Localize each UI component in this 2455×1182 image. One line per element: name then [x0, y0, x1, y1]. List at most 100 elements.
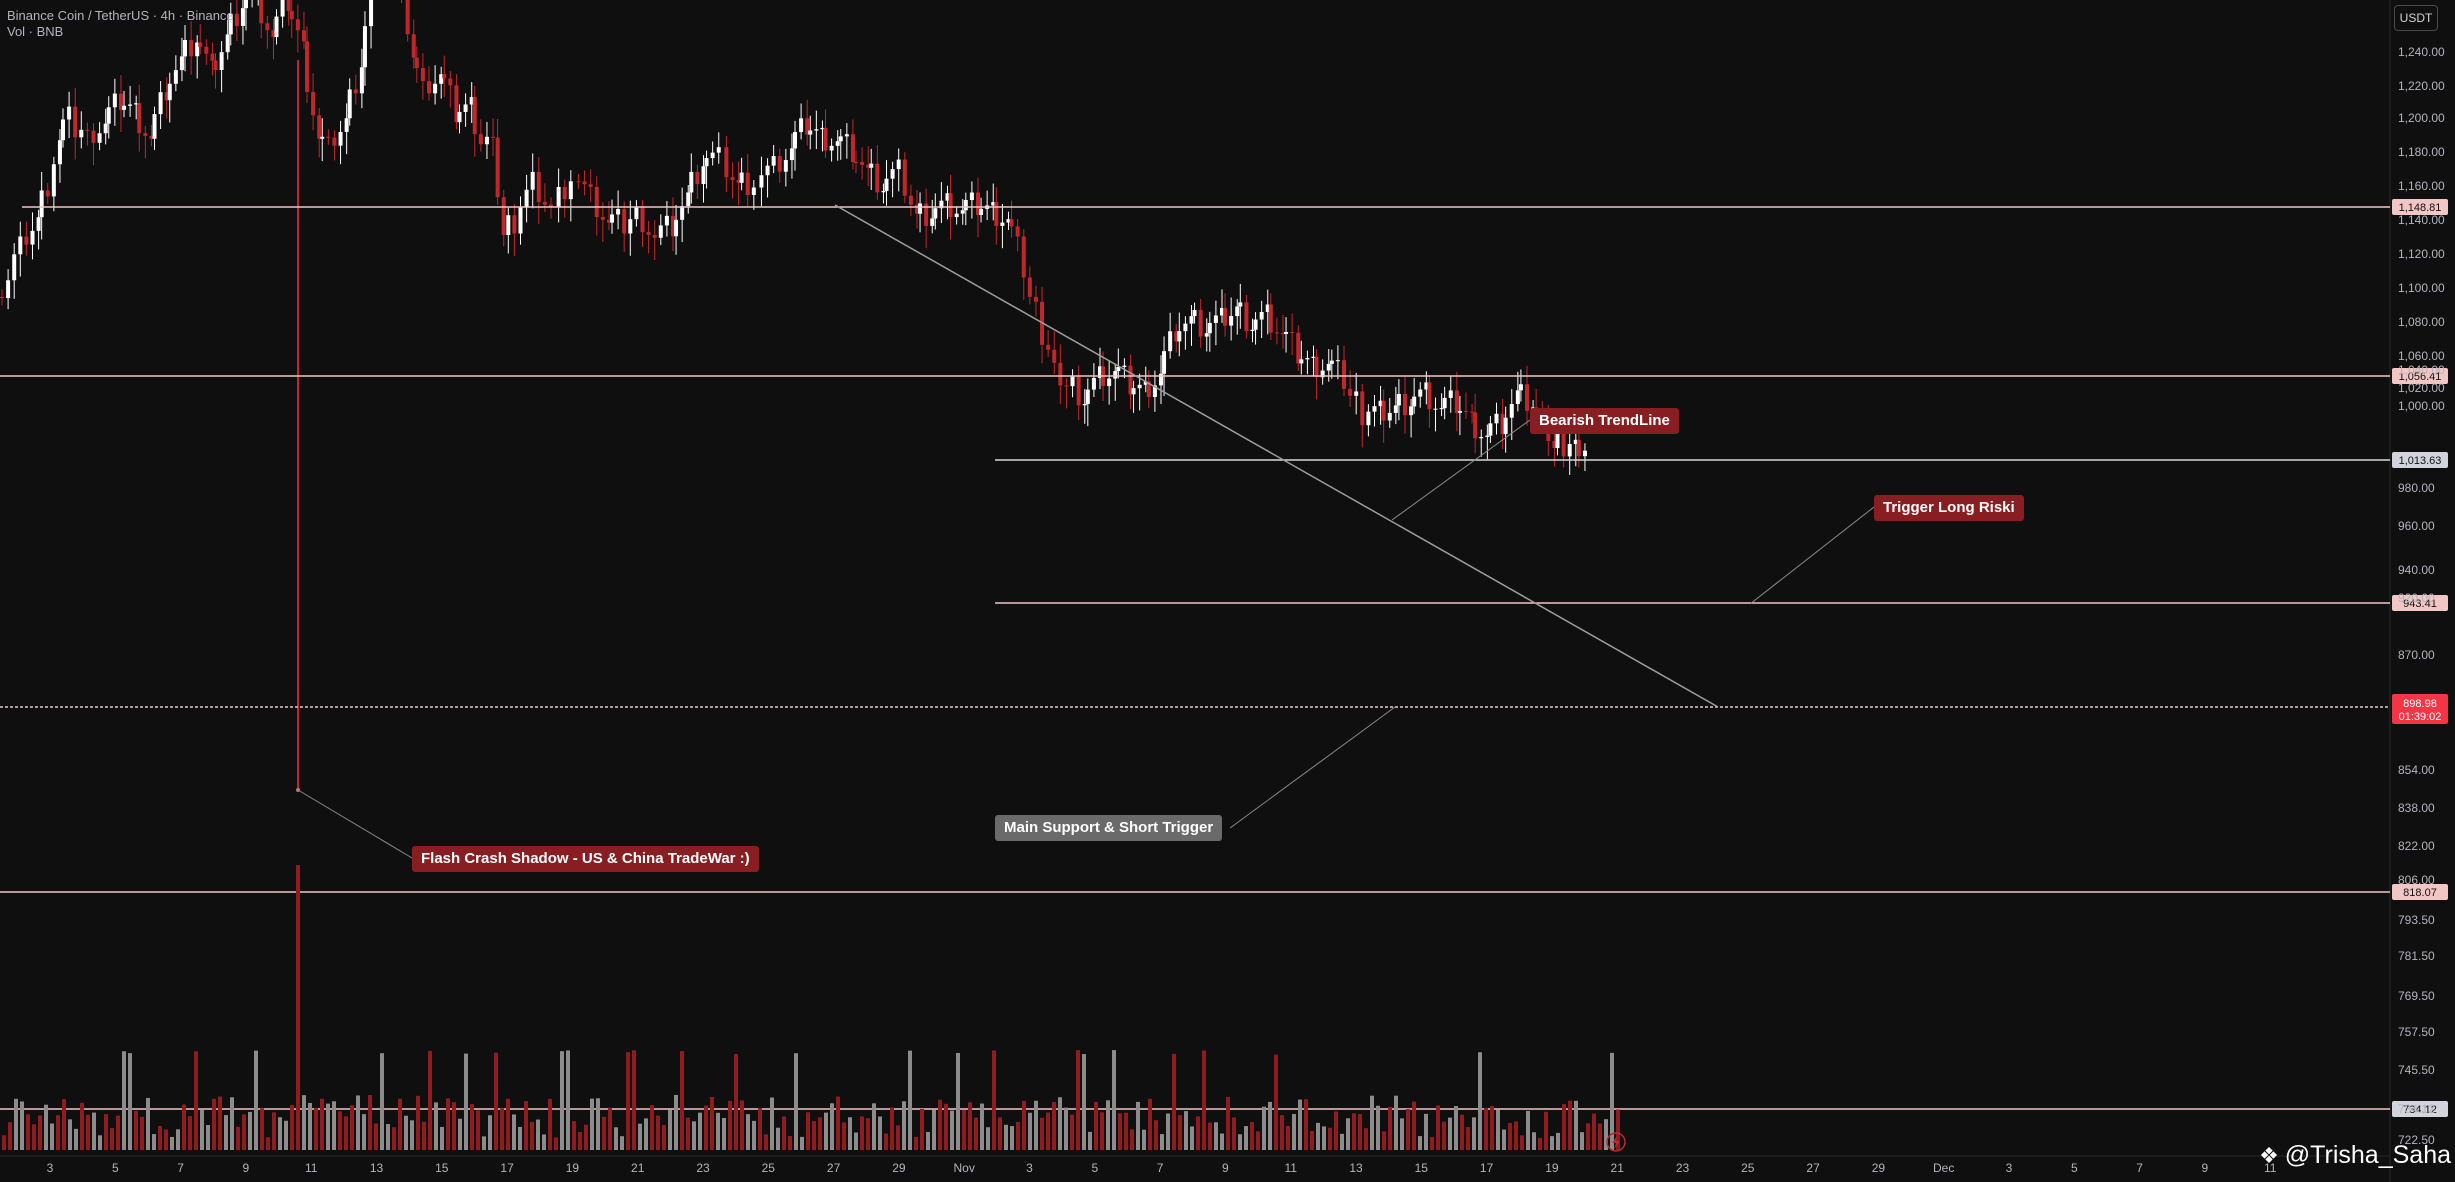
volume-bar — [1508, 1122, 1512, 1150]
volume-bar — [1424, 1113, 1428, 1150]
price-tick-label: 980.00 — [2398, 481, 2435, 495]
volume-bar — [1370, 1095, 1374, 1150]
volume-bar — [746, 1114, 750, 1150]
currency-unit-button[interactable]: USDT — [2394, 5, 2438, 31]
lightning-icon-ring — [1606, 1132, 1626, 1152]
candle-body — [1573, 439, 1578, 445]
volume-bar — [368, 1095, 372, 1150]
candle-body — [286, 0, 291, 11]
volume-bar — [152, 1134, 156, 1150]
volume-bar — [272, 1112, 276, 1150]
candle-body — [491, 136, 496, 138]
candle-body — [1442, 397, 1447, 409]
candle-body — [1314, 356, 1319, 378]
volume-bar — [1118, 1113, 1122, 1150]
volume-bar — [122, 1051, 126, 1150]
volume-bar — [1556, 1132, 1560, 1150]
candle-body — [1192, 310, 1197, 317]
volume-bar — [1274, 1054, 1278, 1150]
flash-crash-label[interactable]: Flash Crash Shadow - US & China TradeWar… — [412, 846, 759, 872]
candle-body — [588, 184, 593, 188]
volume-bar — [134, 1110, 138, 1150]
candle-body — [1204, 333, 1209, 337]
volume-bar — [1484, 1107, 1488, 1150]
volume-bar — [704, 1105, 708, 1150]
time-axis-label: 5 — [1091, 1161, 1098, 1175]
candle-body — [963, 200, 968, 211]
volume-bar — [1130, 1129, 1134, 1150]
candle-body — [1305, 358, 1310, 360]
volume-bar — [410, 1120, 414, 1150]
time-axis-label: 3 — [1026, 1161, 1033, 1175]
volume-bar — [1454, 1106, 1458, 1150]
candle-body — [501, 197, 506, 235]
candle-body — [814, 129, 819, 131]
candle-body — [353, 89, 358, 94]
volume-bar — [602, 1116, 606, 1150]
volume-bar — [1598, 1123, 1602, 1150]
candle-body — [91, 130, 96, 143]
candle-body — [39, 190, 44, 218]
candle-body — [442, 74, 447, 79]
volume-bar — [1016, 1121, 1020, 1150]
volume-bar — [740, 1100, 744, 1150]
candle-body — [420, 68, 425, 82]
candle-body — [478, 134, 483, 145]
candle-body — [320, 136, 325, 139]
volume-bar — [2, 1135, 6, 1150]
volume-bar — [986, 1127, 990, 1150]
candle-body — [1058, 362, 1063, 386]
candle-body — [103, 123, 108, 134]
main-support-label[interactable]: Main Support & Short Trigger — [995, 815, 1223, 841]
volume-bar — [1592, 1113, 1596, 1150]
volume-bar — [1112, 1050, 1116, 1150]
volume-bar — [140, 1116, 144, 1150]
trigger-long-label[interactable]: Trigger Long Riski — [1874, 495, 2024, 521]
volume-bar — [686, 1117, 690, 1150]
volume-bar — [608, 1107, 612, 1150]
time-axis-label: 13 — [370, 1161, 384, 1175]
candle-body — [939, 200, 944, 209]
volume-bar — [242, 1114, 246, 1150]
candle-body — [79, 129, 84, 138]
candle-body — [219, 52, 224, 71]
volume-bar — [860, 1116, 864, 1150]
candle-body — [765, 165, 770, 176]
bearish-trendline-label[interactable]: Bearish TrendLine — [1530, 408, 1679, 434]
candle-body — [128, 104, 133, 106]
volume-bar — [1604, 1119, 1608, 1150]
volume-bar — [758, 1107, 762, 1150]
volume-bar — [1040, 1117, 1044, 1150]
candle-body — [736, 180, 741, 183]
volume-bar — [620, 1136, 624, 1150]
volume-bar — [1142, 1129, 1146, 1150]
candle-body — [866, 164, 871, 168]
candle-body — [1485, 435, 1490, 437]
candle-body — [512, 215, 517, 234]
volume-bar — [1610, 1052, 1614, 1150]
volume-bar — [104, 1114, 108, 1150]
volume-bar — [710, 1096, 714, 1150]
volume-bar — [1226, 1096, 1230, 1150]
candle-body — [472, 96, 477, 135]
time-axis-label: 25 — [1741, 1161, 1755, 1175]
candle-body — [771, 156, 776, 166]
volume-bar — [128, 1053, 132, 1150]
candle-body — [1387, 412, 1392, 421]
price-level-badge — [2392, 199, 2448, 215]
candle-body — [976, 192, 980, 215]
candle-body — [628, 219, 633, 234]
volume-bar — [764, 1134, 768, 1150]
volume-bar — [446, 1098, 450, 1150]
volume-bar — [1586, 1123, 1590, 1150]
price-tick-label: 1,020.00 — [2398, 381, 2445, 395]
candle-body — [448, 78, 453, 86]
candle-body — [61, 119, 65, 141]
candle-body — [359, 67, 364, 94]
volume-bar — [1544, 1111, 1548, 1150]
candle-body — [164, 92, 169, 101]
candle-body — [463, 104, 468, 112]
candle-body — [179, 56, 184, 71]
time-axis-label: 23 — [696, 1161, 710, 1175]
